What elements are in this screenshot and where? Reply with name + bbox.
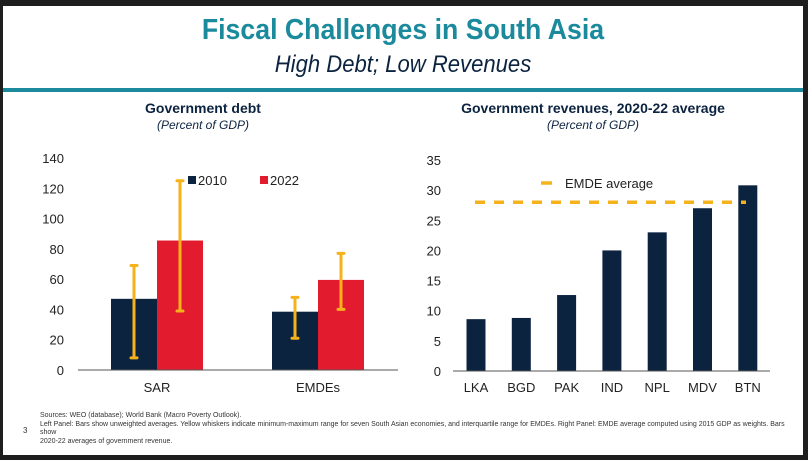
footnotes: Sources: WEO (database); World Bank (Mac…: [40, 412, 798, 446]
footnote-line-1: Left Panel: Bars show unweighted average…: [40, 420, 785, 437]
bar-NPL: [647, 232, 667, 371]
slide: Fiscal Challenges in South Asia High Deb…: [3, 6, 803, 455]
y-tick-label: 40: [50, 302, 64, 317]
y-tick-label: 5: [434, 334, 441, 349]
x-tick-label: NPL: [645, 380, 670, 395]
y-tick-label: 15: [427, 274, 441, 289]
x-tick-label: IND: [601, 380, 623, 395]
legend-label-emde-average: EMDE average: [565, 176, 653, 191]
y-tick-label: 20: [427, 243, 441, 258]
bar-IND: [602, 250, 622, 371]
x-tick-label: SAR: [144, 380, 171, 395]
y-tick-label: 0: [434, 364, 441, 379]
x-tick-label: LKA: [464, 380, 489, 395]
x-tick-label: BTN: [735, 380, 761, 395]
legend-label-2022: 2022: [270, 173, 299, 188]
x-tick-label: PAK: [554, 380, 579, 395]
y-tick-label: 20: [50, 333, 64, 348]
y-tick-label: 120: [42, 181, 64, 196]
legend-label-2010: 2010: [198, 173, 227, 188]
y-tick-label: 140: [42, 151, 64, 166]
y-tick-label: 100: [42, 212, 64, 227]
y-tick-label: 60: [50, 272, 64, 287]
right-chart-subtitle: (Percent of GDP): [546, 118, 640, 132]
bar-PAK: [557, 295, 577, 371]
slide-title: Fiscal Challenges in South Asia: [201, 14, 605, 46]
y-tick-label: 30: [427, 183, 441, 198]
legend-swatch-2022: [260, 176, 268, 184]
bar-BGD: [511, 317, 531, 371]
y-tick-label: 25: [427, 213, 441, 228]
slide-subtitle: High Debt; Low Revenues: [274, 51, 532, 78]
charts: 0 20 40 60 80 100 120 140 SAR EMDEs 2010 2022 0 5 10 15…: [42, 151, 770, 395]
footnote-line-2: 2020-22 averages of government revenue.: [40, 437, 173, 445]
bar-BTN: [738, 185, 758, 371]
y-tick-label: 0: [57, 363, 64, 378]
page-number: 3: [23, 426, 28, 435]
right-chart-title: Government revenues, 2020-22 average: [461, 100, 725, 116]
y-tick-label: 10: [427, 304, 441, 319]
x-tick-label: EMDEs: [296, 380, 341, 395]
x-tick-label: MDV: [688, 380, 717, 395]
sources-note: Sources: WEO (database); World Bank (Mac…: [40, 412, 242, 419]
y-tick-label: 80: [50, 242, 64, 257]
x-tick-label: BGD: [507, 380, 535, 395]
legend-swatch-2010: [188, 176, 196, 184]
title-divider: [3, 88, 803, 92]
y-tick-label: 35: [427, 153, 441, 168]
left-chart-subtitle: (Percent of GDP): [156, 118, 250, 132]
bar-MDV: [693, 208, 712, 371]
bar-LKA: [466, 319, 486, 371]
left-chart-title: Government debt: [145, 100, 261, 116]
